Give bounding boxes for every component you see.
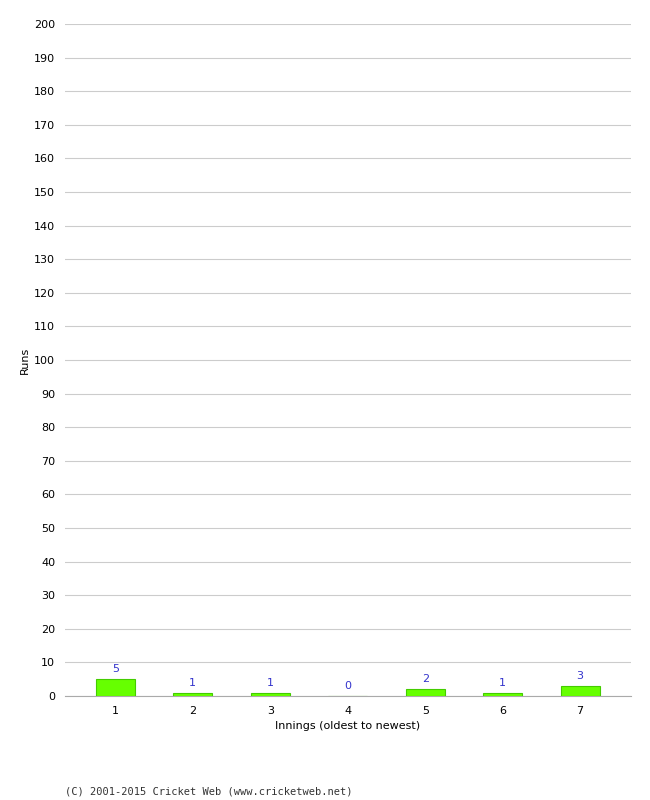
- Bar: [174, 693, 212, 696]
- Bar: [406, 690, 445, 696]
- Y-axis label: Runs: Runs: [20, 346, 30, 374]
- Bar: [484, 693, 522, 696]
- Text: 1: 1: [499, 678, 506, 687]
- Text: 1: 1: [189, 678, 196, 687]
- Text: 1: 1: [266, 678, 274, 687]
- Text: 2: 2: [422, 674, 429, 684]
- Text: 0: 0: [344, 681, 351, 691]
- Text: 5: 5: [112, 664, 119, 674]
- Bar: [561, 686, 599, 696]
- X-axis label: Innings (oldest to newest): Innings (oldest to newest): [275, 722, 421, 731]
- Text: 3: 3: [577, 671, 584, 681]
- Bar: [251, 693, 290, 696]
- Text: (C) 2001-2015 Cricket Web (www.cricketweb.net): (C) 2001-2015 Cricket Web (www.cricketwe…: [65, 786, 352, 796]
- Bar: [96, 679, 135, 696]
